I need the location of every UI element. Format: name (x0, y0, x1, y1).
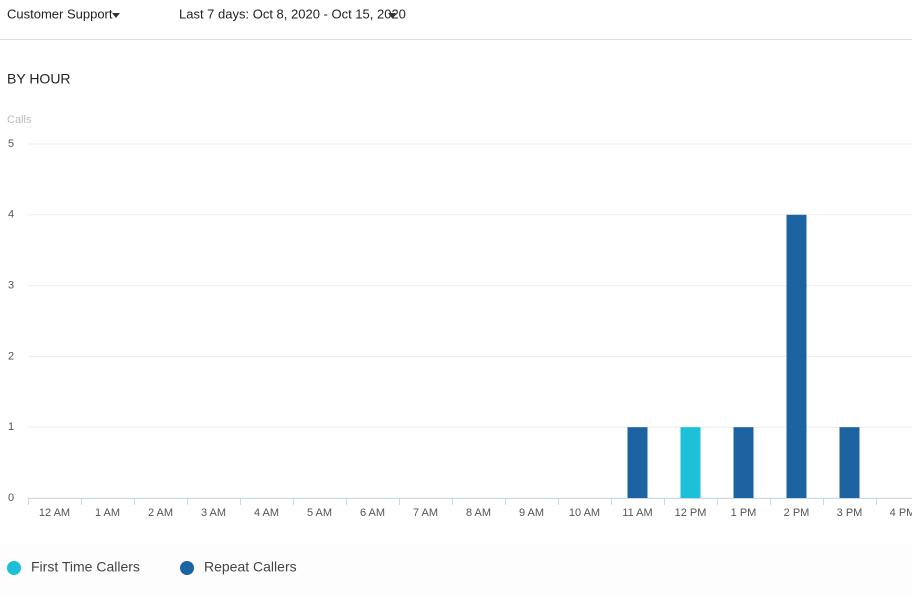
x-tick-label: 9 AM (519, 507, 544, 519)
x-tick-label: 10 AM (569, 507, 600, 519)
y-tick-label: 0 (8, 492, 14, 504)
x-tick-label: 5 AM (307, 507, 332, 519)
y-tick-label: 5 (8, 138, 14, 150)
x-tick-label: 2 PM (784, 507, 810, 519)
legend-label[interactable]: Repeat Callers (204, 559, 297, 575)
bar (733, 427, 754, 498)
y-axis-label: Calls (7, 114, 32, 126)
x-tick-label: 3 AM (201, 507, 226, 519)
x-tick-label: 4 PM (890, 507, 912, 519)
x-tick-label: 1 PM (731, 507, 757, 519)
x-tick-label: 4 AM (254, 507, 279, 519)
x-tick-label: 3 PM (837, 507, 863, 519)
x-tick-label: 7 AM (413, 507, 438, 519)
x-tick-label: 6 AM (360, 507, 385, 519)
team-select[interactable]: Customer Support (7, 6, 113, 21)
bar (786, 214, 807, 499)
legend-swatch[interactable] (180, 561, 194, 575)
x-tick-label: 2 AM (148, 507, 173, 519)
x-tick-label: 8 AM (466, 507, 491, 519)
legend-swatch[interactable] (7, 561, 21, 575)
date-range-select[interactable]: Last 7 days: Oct 8, 2020 - Oct 15, 2020 (179, 6, 406, 21)
dropdown-arrow[interactable] (388, 13, 396, 18)
bar (680, 427, 701, 498)
x-tick-label: 12 PM (675, 507, 707, 519)
bar (839, 427, 860, 498)
x-tick-label: 12 AM (39, 507, 70, 519)
y-tick-label: 1 (8, 421, 14, 433)
x-tick-label: 1 AM (95, 507, 120, 519)
dropdown-arrow[interactable] (112, 13, 120, 18)
y-tick-label: 2 (8, 350, 14, 362)
bar (627, 427, 648, 498)
y-tick-label: 3 (8, 280, 14, 292)
chart-title: BY HOUR (7, 71, 71, 87)
legend-label[interactable]: First Time Callers (31, 559, 140, 575)
legend-area (0, 545, 912, 596)
y-tick-label: 4 (8, 209, 14, 221)
x-tick-label: 11 AM (622, 507, 652, 519)
